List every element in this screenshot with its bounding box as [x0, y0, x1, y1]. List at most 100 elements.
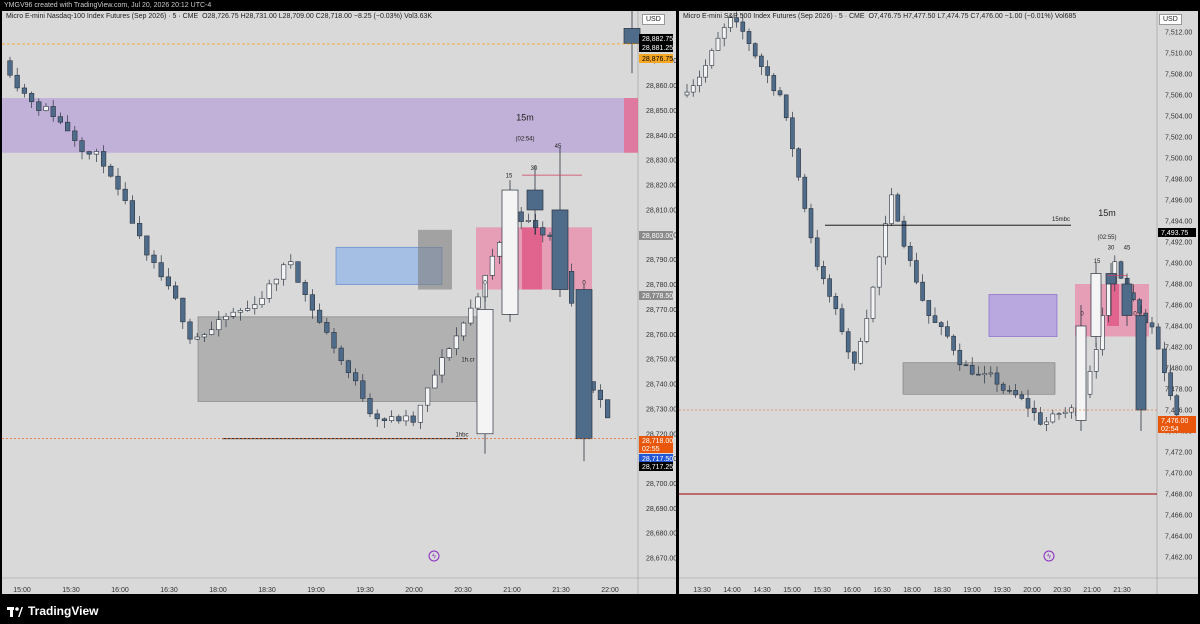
time-tick-label: 15:30 — [62, 587, 80, 594]
price-label-bg — [639, 454, 673, 463]
candle-body — [14, 74, 20, 89]
candle-body — [1168, 372, 1173, 397]
price-label: 28,778.50 — [642, 293, 673, 300]
candle-body — [475, 296, 481, 309]
time-tick-label: 19:00 — [963, 587, 981, 594]
candle-body — [1155, 326, 1161, 350]
sp500-legend: Micro E-mini S&P 500 Index Futures (Sep … — [683, 13, 1076, 20]
sp500-chart-canvas[interactable]: 7,462.00 7,464.00 7,466.00 7,468.00 7,470.00… — [679, 11, 1198, 594]
nasdaq-currency-button[interactable]: USD — [642, 14, 665, 25]
price-tick-label: 7,504.00 — [1165, 114, 1192, 121]
candle-body — [1007, 389, 1012, 392]
candle-body — [158, 262, 164, 278]
lightning-icon — [428, 550, 440, 562]
price-label-bg — [1158, 416, 1196, 425]
time-tick-label: 15:00 — [13, 587, 31, 594]
candle-body — [740, 21, 746, 32]
label-15: 15 — [1094, 259, 1101, 265]
label-30: 30 — [1108, 245, 1115, 251]
candle-body — [969, 365, 975, 375]
zone-mid-label: 1h.cr — [461, 358, 474, 364]
candle-body — [963, 364, 969, 367]
gray-zone — [902, 362, 1056, 395]
candle-body — [721, 27, 727, 39]
price-tick-label: 7,502.00 — [1165, 135, 1192, 142]
candle-body — [28, 93, 35, 103]
zone-label-0a: 0 — [1080, 312, 1084, 318]
candle-body — [746, 31, 752, 44]
candle-body — [381, 418, 388, 421]
htf-candle-body — [1090, 273, 1102, 337]
price-label-bg — [639, 34, 673, 43]
candle-body — [410, 415, 416, 423]
candle-body — [703, 65, 708, 78]
price-label: 7,476.00 — [1161, 418, 1188, 425]
price-label-bg — [639, 462, 673, 471]
candle-body — [302, 282, 308, 295]
candle-body — [1149, 322, 1155, 328]
candle-body — [568, 271, 575, 304]
candle-body — [895, 194, 901, 222]
price-tick-label: 28,680.00 — [646, 531, 676, 538]
price-tick-label: 7,486.00 — [1165, 303, 1192, 310]
candle-body — [324, 322, 330, 333]
price-label-bg — [639, 54, 673, 63]
htf-candle-body — [575, 289, 593, 440]
candle-body — [288, 261, 294, 266]
candle-body — [1087, 371, 1093, 395]
candle-body — [728, 17, 733, 28]
candle-body — [814, 237, 820, 267]
candle-body — [951, 335, 956, 351]
label-45: 45 — [555, 144, 562, 150]
lightning-icon-glyph: ϟ — [432, 554, 436, 561]
price-tick-label: 28,860.00 — [646, 83, 676, 90]
sp500-symbol[interactable]: Micro E-mini S&P 500 Index Futures (Sep … — [683, 13, 865, 20]
price-tick-label: 7,508.00 — [1165, 72, 1192, 79]
nasdaq-chart-pane[interactable]: 28,670.00 28,680.00 28,690.00 28,700.00 28,7… — [2, 11, 676, 594]
pink-zone-edge — [624, 98, 638, 153]
price-tick-label: 28,850.00 — [646, 108, 676, 115]
price-label-bg — [639, 231, 673, 240]
candle-body — [93, 151, 99, 155]
sp500-chart-pane[interactable]: 7,462.00 7,464.00 7,466.00 7,468.00 7,470.00… — [679, 11, 1198, 594]
price-tick-label: 28,820.00 — [646, 183, 676, 190]
candle-body — [460, 322, 467, 337]
candle-body — [1093, 349, 1099, 372]
candle-body — [1038, 412, 1043, 425]
sp500-currency-button[interactable]: USD — [1159, 14, 1182, 25]
candle-body — [259, 297, 265, 305]
tf-label: 15m — [1098, 208, 1116, 218]
candle-body — [194, 336, 200, 340]
candle-body — [496, 242, 503, 257]
candle-body — [122, 188, 128, 201]
label-30: 30 — [531, 166, 538, 172]
candle-body — [752, 43, 758, 57]
nasdaq-chart-canvas[interactable]: 28,670.00 28,680.00 28,690.00 28,700.00 28,7… — [2, 11, 676, 594]
price-tick-label: 7,478.00 — [1165, 387, 1192, 394]
candle-body — [796, 148, 801, 178]
candle-body — [1118, 261, 1124, 279]
time-tick-label: 15:30 — [813, 587, 831, 594]
tradingview-logo-icon — [7, 606, 23, 617]
time-tick-label: 16:00 — [843, 587, 861, 594]
time-tick-label: 21:30 — [1113, 587, 1131, 594]
candle-body — [994, 372, 1000, 385]
price-tick-label: 28,690.00 — [646, 506, 676, 513]
countdown-label: (02:55) — [1097, 235, 1116, 241]
zone-label-0b: 0 — [1133, 312, 1137, 318]
candle-body — [604, 399, 611, 419]
candle-body — [690, 85, 696, 93]
candle-body — [86, 151, 92, 155]
price-label: 28,881.25 — [642, 45, 673, 52]
candle-body — [1137, 299, 1142, 314]
candle-body — [352, 372, 359, 382]
time-tick-label: 21:30 — [552, 587, 570, 594]
htf-candle-body — [526, 189, 544, 211]
tradingview-logo[interactable]: TradingView — [7, 604, 98, 618]
price-tick-label: 7,480.00 — [1165, 366, 1192, 373]
time-tick-label: 14:00 — [723, 587, 741, 594]
price-label: 02:54 — [1161, 426, 1179, 433]
time-tick-label: 20:30 — [1053, 587, 1071, 594]
candle-body — [173, 285, 179, 299]
nasdaq-symbol[interactable]: Micro E-mini Nasdaq-100 Index Futures (S… — [6, 13, 199, 20]
